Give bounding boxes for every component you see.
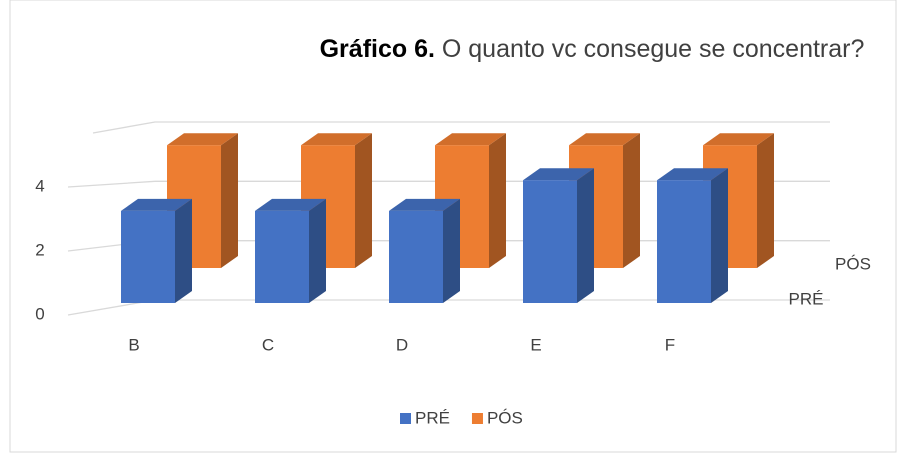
bar-top (255, 198, 326, 211)
bar-side (443, 198, 460, 303)
bar-side (577, 168, 594, 303)
chart-heading: Gráfico 6. O quanto vc consegue se conce… (320, 35, 865, 63)
bar-top (703, 133, 774, 146)
bar (657, 180, 711, 303)
y-tick-label: 2 (35, 240, 44, 259)
depth-axis-label: PRÉ (789, 289, 824, 308)
legend-swatch (471, 413, 483, 424)
y-tick-label: 0 (35, 304, 44, 323)
x-tick-label: E (530, 335, 541, 354)
bar-side (489, 133, 506, 268)
bar (523, 180, 577, 303)
bar-side (175, 198, 192, 303)
bar-side (757, 133, 774, 268)
depth-axis-label: PÓS (835, 254, 871, 273)
bar-top (523, 168, 594, 181)
wall-edge (92, 121, 830, 134)
chart-title: Gráfico 6. (320, 35, 435, 63)
bar-top (167, 133, 238, 146)
bar-top (435, 133, 506, 146)
x-tick-label: C (262, 335, 274, 354)
bar-top (121, 198, 192, 211)
chart-subtitle: O quanto vc consegue se concentrar? (442, 35, 865, 63)
legend-swatch (400, 413, 411, 424)
bar-top (569, 133, 640, 146)
bar-side (623, 133, 640, 268)
bar-side (309, 198, 326, 303)
y-tick-label: 4 (35, 176, 44, 195)
bar-side (711, 168, 728, 303)
bar-side (221, 133, 238, 268)
bar-side (355, 133, 372, 268)
x-tick-label: D (396, 335, 408, 354)
bar-top (301, 133, 372, 146)
bar (255, 210, 309, 303)
legend-label: PRÉ (415, 408, 450, 427)
grid-line (67, 299, 830, 316)
x-tick-label: B (128, 335, 139, 354)
bar (121, 210, 175, 303)
bar-top (657, 168, 728, 181)
chart-border (9, 0, 897, 453)
x-tick-label: F (665, 335, 675, 354)
bar (389, 210, 443, 303)
legend-label: PÓS (487, 408, 523, 427)
bar-top (389, 198, 460, 211)
